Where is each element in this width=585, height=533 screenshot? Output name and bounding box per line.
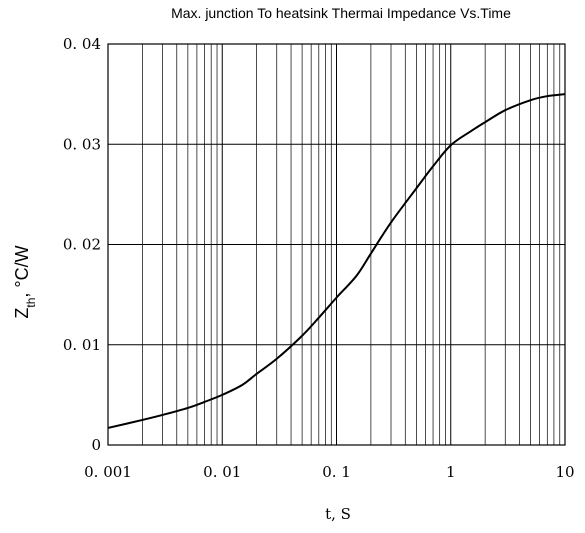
x-tick-label: 0. 1 bbox=[322, 463, 351, 481]
y-tick-label: 0. 02 bbox=[63, 236, 101, 254]
y-tick-label: 0. 04 bbox=[63, 35, 101, 53]
x-axis-label: t, S bbox=[325, 505, 351, 523]
x-tick-label: 0. 01 bbox=[203, 463, 241, 481]
x-tick-label: 0. 001 bbox=[84, 463, 132, 481]
y-tick-label: 0. 01 bbox=[63, 336, 101, 354]
grid bbox=[108, 44, 565, 445]
x-tick-label: 10 bbox=[555, 463, 574, 481]
x-tick-label: 1 bbox=[446, 463, 456, 481]
y-tick-label: 0. 03 bbox=[63, 135, 101, 153]
x-tick-labels: 0. 001 0. 01 0. 1 1 10 bbox=[84, 463, 574, 481]
chart-title: Max. junction To heatsink Thermai Impeda… bbox=[171, 5, 511, 21]
series-line bbox=[107, 93, 566, 429]
y-tick-label: 0 bbox=[91, 436, 101, 454]
y-tick-labels: 0 0. 01 0. 02 0. 03 0. 04 bbox=[63, 35, 101, 454]
y-axis-label: Zth, °C/W bbox=[12, 245, 38, 318]
plot-frame bbox=[107, 43, 566, 446]
